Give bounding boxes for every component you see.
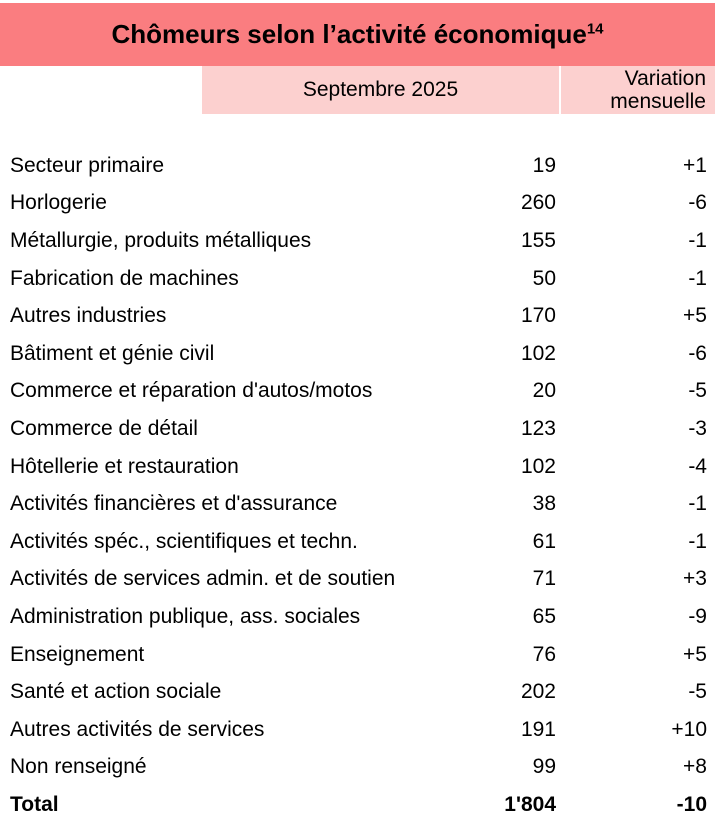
row-label: Santé et action sociale <box>10 680 222 704</box>
row-variation: -4 <box>688 454 707 478</box>
row-value: 99 <box>532 755 556 779</box>
row-value: 170 <box>520 304 556 328</box>
row-value: 155 <box>520 228 556 252</box>
column-header-variation: Variation mensuelle <box>561 66 715 114</box>
row-variation: +3 <box>683 567 707 591</box>
table-row: Horlogerie 260 -6 <box>0 185 715 223</box>
row-variation: -1 <box>688 266 707 290</box>
row-variation: -3 <box>688 416 707 440</box>
row-value: 19 <box>532 153 556 177</box>
row-label: Non renseigné <box>10 755 147 779</box>
row-value: 61 <box>532 529 556 553</box>
table-row: Hôtellerie et restauration 102 -4 <box>0 448 715 486</box>
row-variation: +5 <box>683 304 707 328</box>
table-row: Commerce de détail 123 -3 <box>0 410 715 448</box>
row-label: Administration publique, ass. sociales <box>10 604 361 628</box>
row-value: 260 <box>520 191 556 215</box>
table-row: Activités financières et d'assurance 38 … <box>0 485 715 523</box>
row-value: 191 <box>520 717 556 741</box>
row-label: Hôtellerie et restauration <box>10 454 239 478</box>
table-row: Santé et action sociale 202 -5 <box>0 673 715 711</box>
table-body: Secteur primaire 19 +1 Horlogerie 260 -6… <box>0 147 715 824</box>
row-variation: -1 <box>688 529 707 553</box>
row-variation: -5 <box>688 680 707 704</box>
row-variation: +8 <box>683 755 707 779</box>
column-header-variation-line1: Variation <box>624 67 706 90</box>
row-variation: -5 <box>688 379 707 403</box>
table-row-total: Total 1'804 -10 <box>0 786 715 824</box>
table-row: Activités spéc., scientifiques et techn.… <box>0 523 715 561</box>
row-variation: +10 <box>671 717 707 741</box>
row-label: Commerce et réparation d'autos/motos <box>10 379 373 403</box>
column-header-period: Septembre 2025 <box>202 66 559 114</box>
table-row: Autres activités de services 191 +10 <box>0 711 715 749</box>
page-title: Chômeurs selon l’activité économique14 <box>111 19 603 50</box>
row-label: Fabrication de machines <box>10 266 239 290</box>
row-value: 20 <box>532 379 556 403</box>
row-label: Bâtiment et génie civil <box>10 341 215 365</box>
table-row: Activités de services admin. et de souti… <box>0 561 715 599</box>
column-header-period-label: Septembre 2025 <box>302 78 459 101</box>
row-label: Enseignement <box>10 642 145 666</box>
row-value: 102 <box>520 341 556 365</box>
row-variation: -9 <box>688 604 707 628</box>
row-label: Activités de services admin. et de souti… <box>10 567 396 591</box>
table-row: Fabrication de machines 50 -1 <box>0 260 715 298</box>
row-variation: -6 <box>688 341 707 365</box>
row-label: Autres activités de services <box>10 717 265 741</box>
row-value: 65 <box>532 604 556 628</box>
row-value: 38 <box>532 492 556 516</box>
row-value: 76 <box>532 642 556 666</box>
table-row: Administration publique, ass. sociales 6… <box>0 598 715 636</box>
row-label: Métallurgie, produits métalliques <box>10 228 312 252</box>
column-header-variation-line2: mensuelle <box>610 90 706 113</box>
row-value: 50 <box>532 266 556 290</box>
row-value: 202 <box>520 680 556 704</box>
row-variation: +5 <box>683 642 707 666</box>
table-row: Autres industries 170 +5 <box>0 297 715 335</box>
row-value: 1'804 <box>504 792 556 816</box>
row-label: Activités financières et d'assurance <box>10 492 338 516</box>
table-row: Enseignement 76 +5 <box>0 636 715 674</box>
row-variation: -10 <box>676 792 707 816</box>
footnote-marker: 14 <box>586 20 604 38</box>
row-value: 71 <box>532 567 556 591</box>
page-title-text: Chômeurs selon l’activité économique <box>111 19 587 49</box>
table-row: Secteur primaire 19 +1 <box>0 147 715 185</box>
table-row: Bâtiment et génie civil 102 -6 <box>0 335 715 373</box>
row-label: Horlogerie <box>10 191 107 215</box>
row-label: Autres industries <box>10 304 167 328</box>
table-row: Non renseigné 99 +8 <box>0 749 715 787</box>
row-label: Total <box>10 792 59 816</box>
row-value: 123 <box>520 416 556 440</box>
row-value: 102 <box>520 454 556 478</box>
row-label: Commerce de détail <box>10 416 198 440</box>
table-row: Commerce et réparation d'autos/motos 20 … <box>0 373 715 411</box>
row-variation: +1 <box>683 153 707 177</box>
row-variation: -6 <box>688 191 707 215</box>
table-row: Métallurgie, produits métalliques 155 -1 <box>0 222 715 260</box>
table-title-bar: Chômeurs selon l’activité économique14 <box>0 3 715 66</box>
row-variation: -1 <box>688 492 707 516</box>
row-label: Secteur primaire <box>10 153 165 177</box>
row-label: Activités spéc., scientifiques et techn. <box>10 529 358 553</box>
row-variation: -1 <box>688 228 707 252</box>
